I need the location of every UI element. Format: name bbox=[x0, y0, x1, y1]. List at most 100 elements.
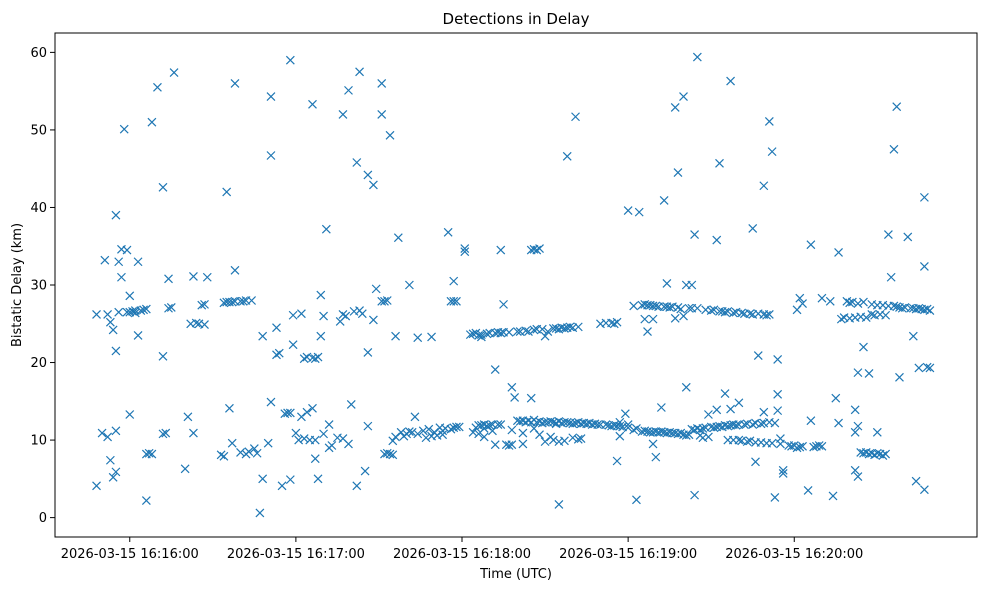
data-point bbox=[313, 474, 323, 484]
data-point bbox=[479, 432, 489, 442]
data-point bbox=[767, 438, 777, 448]
data-point bbox=[507, 425, 517, 435]
data-point bbox=[914, 303, 924, 313]
data-point bbox=[540, 331, 550, 341]
x-axis-title: Time (UTC) bbox=[479, 567, 552, 582]
data-point bbox=[291, 428, 301, 438]
data-point bbox=[911, 476, 921, 486]
data-point bbox=[222, 187, 232, 197]
data-point bbox=[773, 406, 783, 416]
data-point bbox=[709, 423, 719, 433]
data-point bbox=[803, 486, 813, 495]
data-point bbox=[183, 412, 193, 422]
data-point bbox=[853, 299, 863, 309]
data-point bbox=[623, 206, 633, 215]
data-point bbox=[573, 322, 583, 332]
x-tick-label: 2026-03-15 16:18:00 bbox=[393, 547, 531, 562]
data-point bbox=[368, 315, 378, 325]
data-point bbox=[615, 431, 625, 441]
data-point bbox=[573, 434, 583, 444]
data-point bbox=[338, 310, 348, 319]
data-point bbox=[169, 68, 179, 77]
data-point bbox=[715, 158, 724, 168]
data-point bbox=[296, 412, 306, 422]
data-point bbox=[762, 310, 771, 320]
data-point bbox=[739, 420, 749, 429]
data-point bbox=[180, 464, 190, 474]
data-point bbox=[308, 403, 317, 413]
data-point bbox=[382, 448, 392, 458]
data-point bbox=[504, 441, 514, 450]
data-point bbox=[200, 299, 209, 309]
data-point bbox=[474, 330, 484, 340]
data-point bbox=[648, 314, 658, 324]
data-point bbox=[814, 441, 824, 450]
data-point bbox=[496, 245, 506, 255]
data-point bbox=[834, 418, 843, 428]
data-point bbox=[352, 481, 362, 491]
data-point bbox=[449, 296, 459, 306]
y-tick-label: 0 bbox=[39, 511, 47, 526]
data-point bbox=[360, 466, 370, 476]
x-tick-label: 2026-03-15 16:17:00 bbox=[227, 547, 365, 562]
data-point bbox=[321, 224, 331, 234]
data-point bbox=[310, 354, 320, 364]
data-point bbox=[872, 427, 882, 437]
data-point bbox=[313, 352, 323, 362]
y-tick-label: 20 bbox=[30, 356, 47, 371]
data-point bbox=[548, 435, 558, 445]
data-point bbox=[651, 452, 661, 462]
data-point bbox=[576, 434, 586, 443]
data-point bbox=[216, 450, 226, 460]
data-point bbox=[665, 303, 675, 312]
data-point bbox=[878, 451, 888, 461]
data-point bbox=[147, 449, 157, 459]
data-point bbox=[230, 78, 240, 88]
data-point bbox=[285, 55, 295, 65]
data-point bbox=[562, 151, 572, 161]
data-point bbox=[629, 301, 639, 311]
x-axis: 2026-03-15 16:16:00 2026-03-15 16:17:00 20… bbox=[61, 537, 863, 562]
data-point bbox=[490, 440, 500, 450]
data-point bbox=[490, 365, 500, 374]
data-point bbox=[828, 491, 838, 501]
data-point bbox=[92, 481, 101, 491]
data-point bbox=[712, 235, 722, 245]
data-point bbox=[795, 293, 805, 303]
data-point bbox=[493, 420, 503, 429]
data-point bbox=[679, 92, 688, 102]
data-point bbox=[452, 296, 461, 306]
data-point bbox=[266, 397, 276, 407]
data-point bbox=[302, 407, 312, 417]
data-point bbox=[748, 420, 758, 429]
data-point bbox=[144, 448, 154, 458]
data-point bbox=[388, 450, 398, 460]
data-point bbox=[465, 330, 475, 340]
data-point bbox=[706, 306, 716, 316]
data-point bbox=[324, 420, 334, 429]
data-point bbox=[485, 420, 495, 430]
data-point bbox=[238, 296, 248, 306]
data-point bbox=[850, 427, 860, 437]
data-point bbox=[136, 306, 146, 316]
data-point bbox=[778, 465, 788, 475]
data-point bbox=[609, 319, 619, 329]
data-point bbox=[421, 433, 431, 443]
data-point bbox=[299, 354, 309, 364]
data-point bbox=[319, 429, 328, 439]
data-point bbox=[831, 393, 841, 403]
data-point bbox=[770, 493, 780, 502]
data-point bbox=[158, 351, 168, 361]
data-point bbox=[258, 331, 268, 341]
data-point bbox=[189, 428, 198, 438]
data-point bbox=[249, 444, 259, 454]
data-point bbox=[535, 430, 544, 440]
data-point bbox=[540, 437, 550, 447]
data-point bbox=[504, 327, 514, 337]
data-point bbox=[723, 306, 733, 316]
data-point bbox=[867, 310, 877, 319]
data-point bbox=[327, 441, 337, 450]
data-point bbox=[352, 158, 362, 167]
data-point bbox=[496, 420, 506, 429]
data-point bbox=[310, 454, 320, 464]
